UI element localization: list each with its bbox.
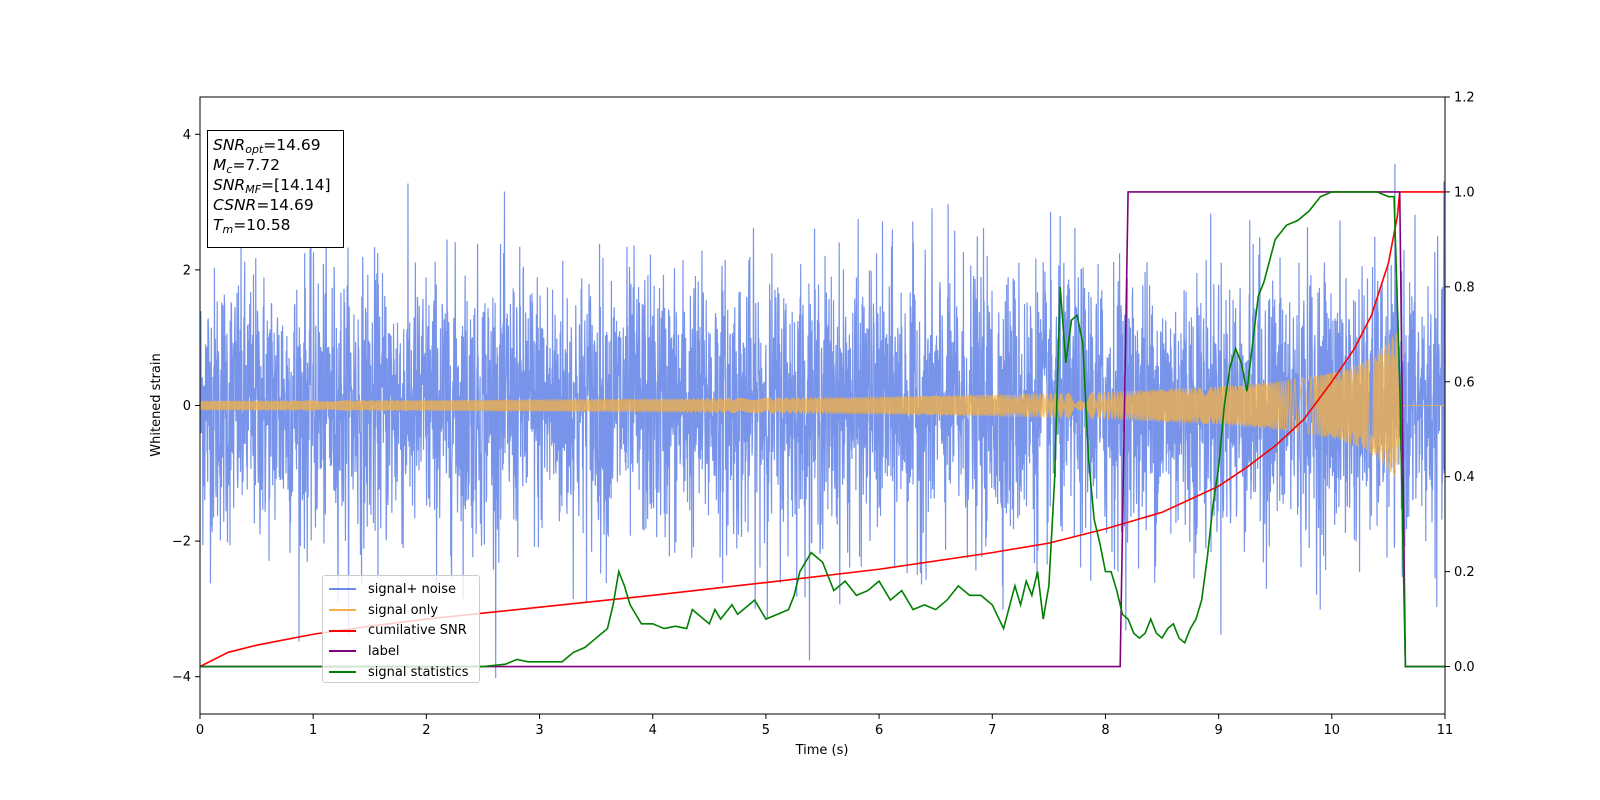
x-tick-label: 1 [309,723,317,738]
x-tick-label: 7 [988,723,996,738]
x-axis-title: Time (s) [795,743,849,758]
info-tm: Tm=10.58 [213,216,291,236]
legend-swatch [329,650,356,653]
y-tick-label: −2 [172,535,191,550]
x-tick-label: 9 [1214,723,1222,738]
y2-tick-label: 0.4 [1454,470,1475,485]
info-snr-opt: SNRopt=14.69 [213,136,321,156]
legend-label: signal+ noise [368,581,457,597]
y2-tick-label: 0.8 [1454,280,1475,295]
y2-tick-label: 1.0 [1454,185,1475,200]
x-tick-label: 5 [762,723,770,738]
info-snr-mf: SNRMF=[14.14] [213,176,331,196]
axes: 0 1 2 3 4 5 6 7 8 9 10 11 −4 −2 0 2 4 0.0 0.2 0.4 0.6 0.8 1.0 1… [172,91,1475,739]
legend-label: signal statistics [368,664,469,680]
x-tick-label: 10 [1324,723,1341,738]
legend-item-cumulative-snr: cumilative SNR [329,620,479,641]
y-tick-label: 4 [183,128,191,143]
legend-item-signal-only: signal only [329,600,479,621]
y-tick-label: −4 [172,670,191,685]
info-csnr: CSNR=14.69 [213,196,314,214]
legend-label: signal only [368,602,439,618]
legend-item-signal-noise: signal+ noise [329,579,479,600]
legend-swatch [329,671,356,674]
x-tick-label: 0 [196,723,204,738]
legend-swatch [329,629,356,632]
y-tick-label: 2 [183,263,191,278]
y2-tick-label: 0.6 [1454,375,1475,390]
y2-tick-label: 1.2 [1454,91,1475,106]
x-tick-label: 6 [875,723,883,738]
legend-item-signal-statistics: signal statistics [329,662,479,683]
legend-item-label: label [329,641,479,662]
y-axis-title: Whitened strain [149,353,164,456]
legend-label: label [368,643,400,659]
x-tick-label: 3 [535,723,543,738]
x-tick-label: 4 [649,723,657,738]
y2-tick-label: 0.2 [1454,565,1475,580]
legend-swatch [329,588,356,591]
info-mc: Mc=7.72 [213,156,280,176]
signal-only-line [200,332,1445,477]
legend-swatch [329,609,356,612]
y-tick-label: 0 [183,399,191,414]
x-tick-label: 11 [1437,723,1454,738]
legend-label: cumilative SNR [368,623,467,639]
signal-statistics-line [200,191,1445,668]
y2-tick-label: 0.0 [1454,660,1475,675]
x-tick-label: 2 [422,723,430,738]
snr-info-box: SNRopt=14.69 Mc=7.72 SNRMF=[14.14] CSNR=… [207,130,344,248]
legend: signal+ noise signal only cumilative SNR… [322,575,480,683]
x-tick-label: 8 [1101,723,1109,738]
